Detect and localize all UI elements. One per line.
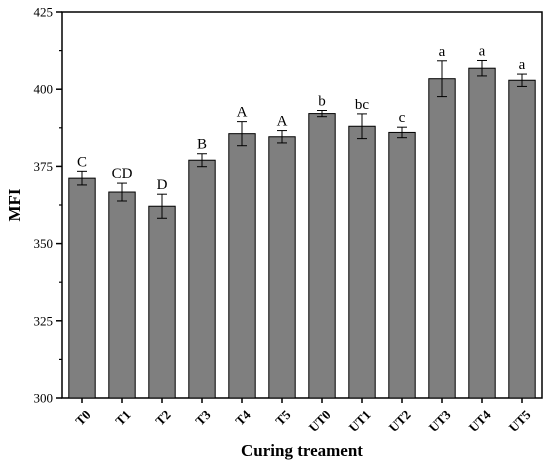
y-axis-ticks: 300 325 350 375 400 425 xyxy=(34,5,62,406)
significance-label-t0: C xyxy=(77,154,87,170)
bar-ut2 xyxy=(388,131,416,399)
x-tick-label-t4: T4 xyxy=(232,407,254,429)
x-tick-label-ut0: UT0 xyxy=(306,407,334,435)
y-tick-label: 350 xyxy=(34,236,54,251)
x-tick-label-ut5: UT5 xyxy=(506,407,534,435)
bar-ut0 xyxy=(308,113,336,399)
bar-ut3 xyxy=(428,78,456,399)
significance-label-ut3: a xyxy=(439,44,446,60)
bar-t2 xyxy=(148,205,176,399)
significance-label-t1: CD xyxy=(112,166,133,182)
y-tick-label: 400 xyxy=(34,82,54,97)
bar-ut4 xyxy=(468,67,496,399)
x-tick-label-t1: T1 xyxy=(112,407,133,428)
bar-t3 xyxy=(188,159,216,399)
y-tick-label: 425 xyxy=(34,5,54,20)
significance-label-t3: B xyxy=(197,137,207,153)
x-tick-label-ut1: UT1 xyxy=(346,407,374,435)
significance-label-t4: A xyxy=(237,105,248,121)
significance-label-t2: D xyxy=(157,177,168,193)
y-axis-title: MFI xyxy=(5,188,24,221)
x-tick-label-t2: T2 xyxy=(152,407,173,428)
bar-ut5 xyxy=(508,79,536,399)
significance-label-t5: A xyxy=(277,114,288,130)
y-tick-label: 375 xyxy=(34,159,54,174)
significance-label-ut1: bc xyxy=(355,97,370,113)
x-tick-label-ut3: UT3 xyxy=(426,407,454,435)
bar-t5 xyxy=(268,136,296,399)
bar-t0 xyxy=(68,177,96,399)
bar-ut1 xyxy=(348,125,376,399)
error-bars xyxy=(77,59,527,219)
x-axis-title: Curing treament xyxy=(241,441,363,460)
bar-t1 xyxy=(108,191,136,399)
y-tick-label: 300 xyxy=(34,391,54,406)
bar-t4 xyxy=(228,133,256,399)
significance-labels: C CD D B A Ab bc c a a a xyxy=(77,43,526,193)
x-tick-label-t0: T0 xyxy=(72,407,93,428)
bars xyxy=(68,67,536,399)
x-tick-label-ut4: UT4 xyxy=(466,407,494,435)
x-tick-label-ut2: UT2 xyxy=(386,407,414,435)
significance-label-ut5: a xyxy=(519,57,526,73)
x-tick-label-t3: T3 xyxy=(192,407,214,429)
x-tick-label-t5: T5 xyxy=(272,407,294,429)
significance-label-ut4: a xyxy=(479,43,486,59)
significance-label-ut0: b xyxy=(318,94,326,110)
x-axis-ticks: T0 T1 T2 T3 T4 T5 UT0 UT1 UT2 UT3 UT4 UT5 xyxy=(72,398,534,435)
significance-label-ut2: c xyxy=(399,110,406,126)
y-tick-label: 325 xyxy=(34,313,54,328)
